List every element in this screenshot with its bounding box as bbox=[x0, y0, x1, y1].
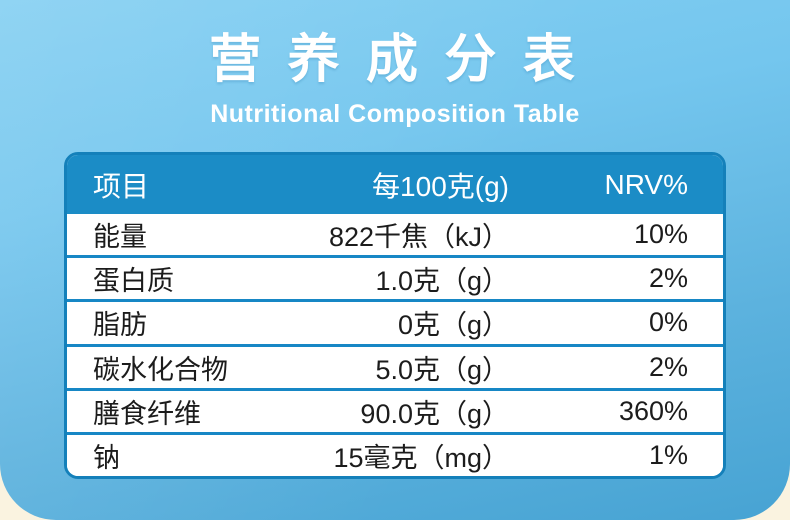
table-row-energy: 能量 822千焦（kJ） 10% bbox=[67, 214, 723, 256]
row-item-label: 脂肪 bbox=[93, 310, 147, 341]
title-block: 营 养 成 分 表 Nutritional Composition Table bbox=[0, 24, 790, 129]
nutrition-table: 项目 每100克(g) NRV% 能量 822千焦（kJ） 10% 蛋白质 1.… bbox=[64, 152, 726, 479]
column-header-per100g: 每100克(g) bbox=[372, 170, 509, 202]
row-value: 5.0克（g） bbox=[375, 354, 509, 385]
page-title: 营 养 成 分 表 bbox=[209, 31, 581, 89]
row-value: 1.0克（g） bbox=[375, 266, 509, 297]
row-item-label: 碳水化合物 bbox=[93, 354, 228, 385]
column-header-item: 项目 bbox=[93, 170, 150, 202]
row-nrv: 1% bbox=[648, 439, 688, 470]
table-row-sodium: 钠 15毫克（mg） 1% bbox=[67, 431, 723, 476]
row-nrv: 360% bbox=[618, 395, 688, 426]
table-row-fat: 脂肪 0克（g） 0% bbox=[67, 299, 723, 344]
row-value: 90.0克（g） bbox=[360, 398, 509, 429]
row-nrv: 2% bbox=[648, 351, 688, 382]
row-nrv: 10% bbox=[633, 219, 688, 250]
table-header-row: 项目 每100克(g) NRV% bbox=[67, 155, 723, 214]
page-subtitle: Nutritional Composition Table bbox=[210, 100, 580, 128]
row-nrv: 0% bbox=[648, 307, 688, 338]
table-row-carbohydrate: 碳水化合物 5.0克（g） 2% bbox=[67, 343, 723, 388]
table-row-dietary-fiber: 膳食纤维 90.0克（g） 360% bbox=[67, 387, 723, 432]
row-value: 0克（g） bbox=[397, 310, 509, 341]
row-value: 15毫克（mg） bbox=[333, 442, 509, 473]
row-value: 822千焦（kJ） bbox=[328, 222, 509, 253]
row-item-label: 蛋白质 bbox=[93, 266, 174, 297]
table-body: 能量 822千焦（kJ） 10% 蛋白质 1.0克（g） 2% 脂肪 0克（g）… bbox=[67, 214, 723, 476]
row-nrv: 2% bbox=[648, 263, 688, 294]
column-header-nrv: NRV% bbox=[604, 168, 688, 200]
table-row-protein: 蛋白质 1.0克（g） 2% bbox=[67, 255, 723, 300]
row-item-label: 钠 bbox=[93, 442, 120, 473]
row-item-label: 能量 bbox=[93, 222, 147, 253]
row-item-label: 膳食纤维 bbox=[93, 398, 201, 429]
